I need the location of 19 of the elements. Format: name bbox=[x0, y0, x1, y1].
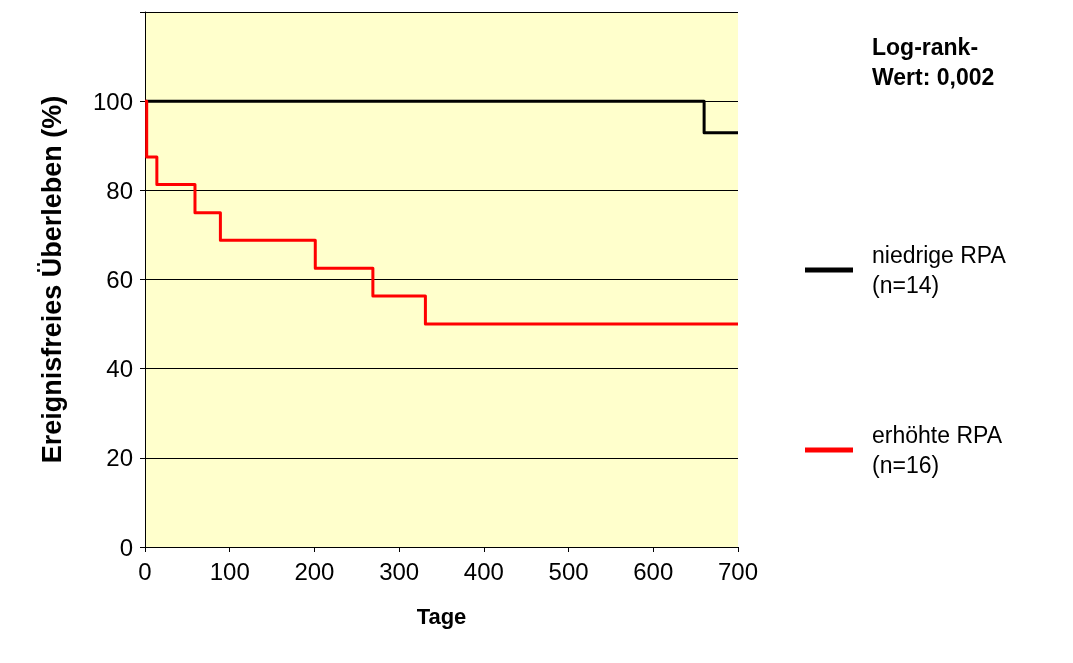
legend-label: niedrige RPA (n=14) bbox=[872, 242, 1007, 298]
x-tick-label: 100 bbox=[209, 557, 250, 585]
y-tick-label: 20 bbox=[106, 444, 133, 472]
x-tick-label: 200 bbox=[294, 557, 335, 585]
x-tick-label: 300 bbox=[379, 557, 420, 585]
x-tick-label: 0 bbox=[138, 557, 152, 585]
y-tick-label: 80 bbox=[106, 176, 133, 204]
y-tick-label: 60 bbox=[106, 266, 133, 293]
legend-label: erhöhte RPA (n=16) bbox=[872, 422, 1003, 478]
x-axis-title: Tage bbox=[416, 603, 467, 629]
text: Log-rank- Wert: 0,002 bbox=[872, 34, 995, 90]
x-tick-label: 600 bbox=[633, 557, 674, 585]
y-axis-title: Ereignisfreies Überleben (%) bbox=[36, 95, 67, 464]
x-tick-label: 500 bbox=[548, 557, 589, 585]
y-tick-label: 100 bbox=[92, 87, 133, 115]
x-tick-label: 400 bbox=[463, 557, 504, 585]
y-tick-label: 40 bbox=[106, 355, 133, 383]
x-tick-label: 700 bbox=[717, 557, 759, 585]
y-tick-label: 0 bbox=[119, 533, 133, 561]
